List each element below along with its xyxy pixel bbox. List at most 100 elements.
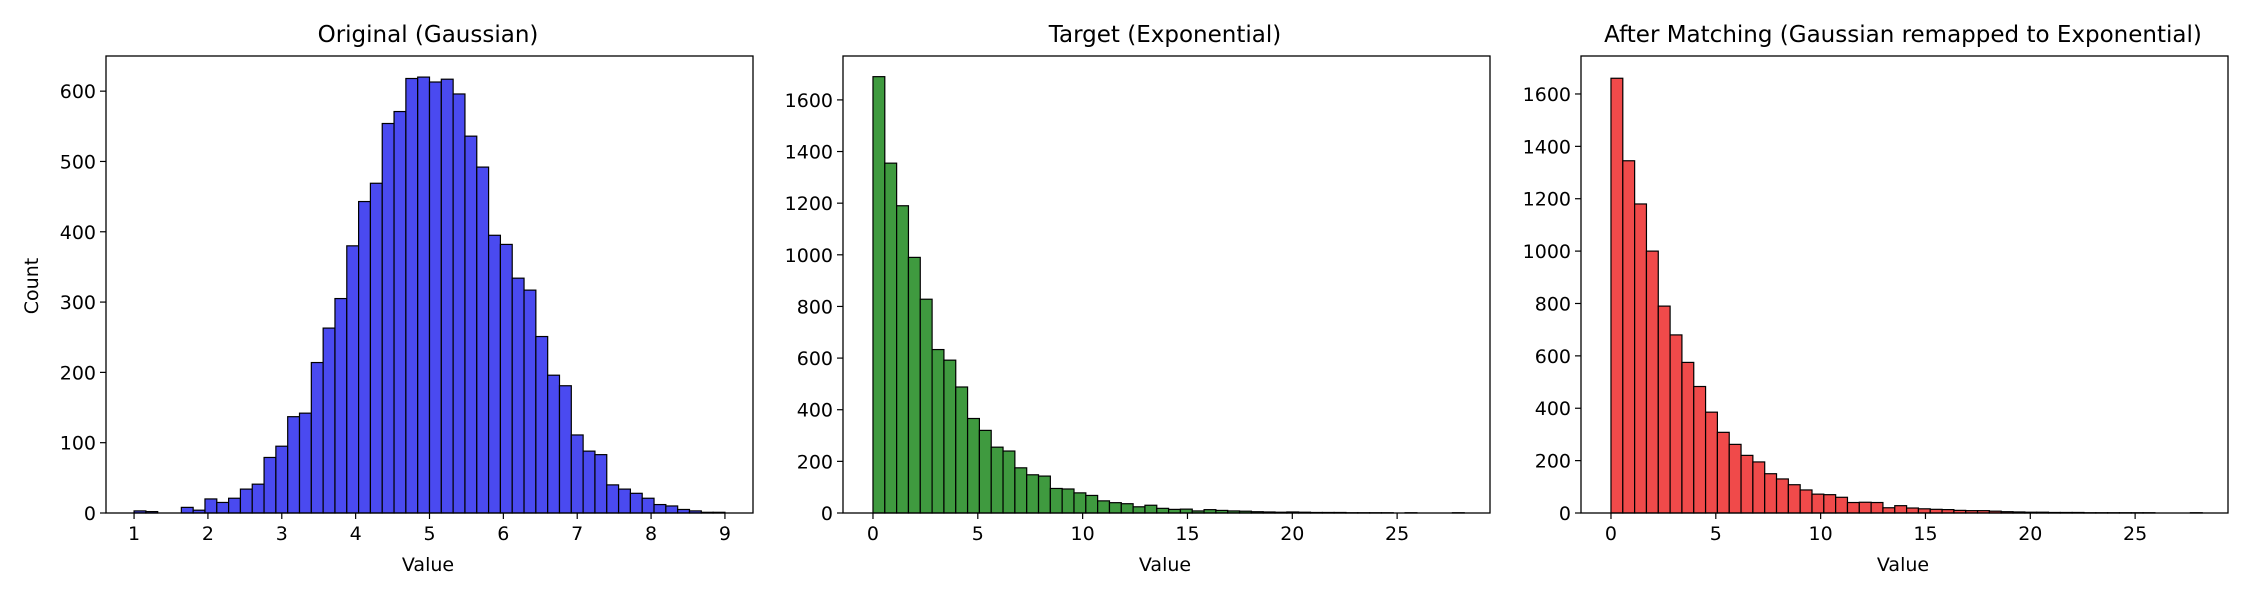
histogram-bar [547,374,561,514]
histogram-bar [582,450,596,514]
panel-target: Target (Exponential) Value 0 5 10 15 20 25 0 20… [785,22,1491,576]
y-tick-label: 1600 [1523,84,1571,106]
histogram-bar [884,162,898,514]
histogram-bar [1775,478,1789,514]
x-axis-label-original: Value [402,554,454,576]
histogram-bar [1846,501,1860,514]
histogram-bar [907,256,921,514]
x-tick-label: 5 [972,523,984,545]
y-tick-label: 200 [797,451,833,473]
histogram-bar [1835,496,1849,514]
histogram-bar [417,76,431,514]
histogram-bar [180,506,194,514]
histogram-bar [1061,488,1075,514]
x-tick-label: 8 [645,523,657,545]
bars-target [872,76,1465,514]
histogram-bar [523,289,537,514]
x-axis-label-target: Value [1139,554,1191,576]
x-tick-label: 10 [1809,523,1833,545]
histogram-bar [1740,454,1754,514]
histogram-bar [381,122,395,514]
histogram-bar [931,348,945,514]
y-tick-label: 600 [60,81,96,103]
histogram-bar [535,335,549,514]
y-tick-label: 400 [60,222,96,244]
histogram-bar [1823,494,1837,514]
x-tick-label: 25 [1385,523,1409,545]
histogram-bar [487,234,502,514]
y-tick-label: 100 [60,433,96,455]
histogram-bar [896,205,910,514]
y-tick-label: 300 [60,292,96,314]
x-tick-label: 1 [128,523,140,545]
histogram-bar [1144,504,1158,514]
histogram-bar [1811,493,1825,514]
y-tick-label: 1600 [785,90,833,112]
axes-frame [1580,55,2229,514]
histogram-bar [1870,501,1884,514]
histogram-bar [476,166,490,514]
y-tick-label: 600 [1535,346,1571,368]
histogram-bar [1108,502,1122,514]
histogram-bar [1085,494,1099,514]
panel-after-matching: After Matching (Gaussian remapped to Exp… [1523,22,2229,576]
histogram-bar [310,361,324,514]
histogram-bar [251,483,265,514]
histogram-bar [594,454,608,514]
y-tick-label: 0 [1559,503,1571,525]
histogram-bar [606,484,620,514]
y-tick-label: 800 [1535,293,1571,315]
histogram-bar [358,200,372,514]
y-tick-label: 400 [1535,398,1571,420]
x-tick-label: 0 [867,523,879,545]
histogram-bar [617,488,632,514]
histogram-bar [1634,203,1648,514]
histogram-bar [1049,487,1063,514]
histogram-bar [322,327,336,514]
x-tick-label: 15 [1175,523,1199,545]
histogram-bar [653,503,667,514]
histogram-bar [405,77,419,514]
x-tick-label: 3 [276,523,288,545]
axes-frame [842,55,1491,514]
x-tick-label: 15 [1913,523,1937,545]
bars-after-matching [1610,77,2203,514]
histogram-bar [275,445,289,514]
histogram-bar [1728,443,1742,514]
histogram-bar [1657,305,1671,514]
histogram-bar [1002,450,1016,514]
histogram-bar [872,76,886,514]
histogram-bar [452,93,466,514]
y-tick-label: 800 [797,296,833,318]
panel-title-original: Original (Gaussian) [318,22,539,48]
histogram-bar [641,497,655,514]
histogram-bar [287,416,301,514]
histogram-bar [334,297,348,514]
histogram-bar [1037,475,1051,514]
histogram-bar [1693,385,1707,514]
histogram-bar [955,386,969,514]
panel-title-target: Target (Exponential) [1048,22,1281,48]
histogram-bar [263,456,277,514]
x-tick-label: 6 [497,523,509,545]
histogram-bar [665,505,679,514]
x-axis-label-after-matching: Value [1877,554,1929,576]
x-tick-label: 2 [202,523,214,545]
histogram-bar [369,182,383,514]
histogram-bar [428,81,442,514]
histogram-bar [346,245,360,514]
x-tick-label: 10 [1071,523,1095,545]
histogram-bar [1645,250,1659,514]
y-axis-label-original: Count [21,258,43,314]
histogram-bar [499,243,513,514]
y-tick-label: 1200 [785,193,833,215]
histogram-bar [464,135,478,514]
histogram-bar [629,492,643,514]
histogram-bar [216,501,230,514]
histogram-bar [570,434,584,514]
histogram-bar [1787,484,1801,514]
histogram-bar [990,446,1004,514]
y-tick-label: 0 [84,503,96,525]
x-tick-label: 5 [423,523,435,545]
